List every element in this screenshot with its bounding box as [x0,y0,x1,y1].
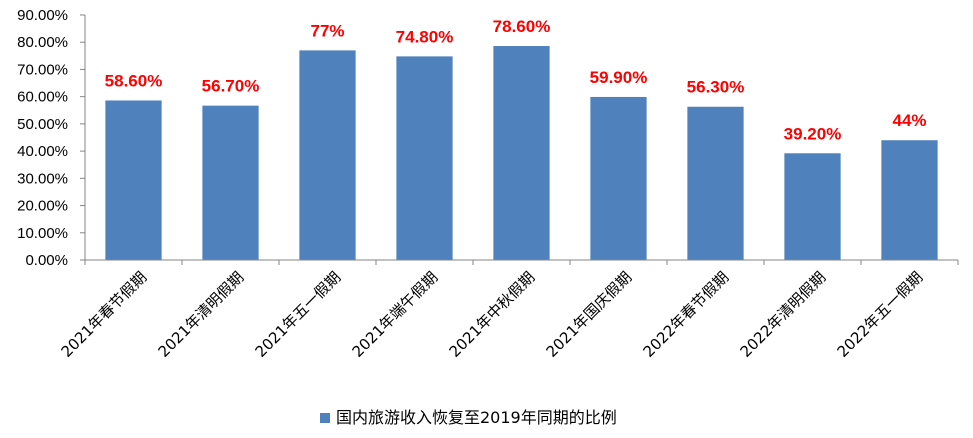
data-label: 58.60% [105,71,163,90]
legend-label: 国内旅游收入恢复至2019年同期的比例 [336,408,617,427]
bar [590,96,647,260]
x-tick-label: 2021年春节假期 [58,268,151,361]
y-axis: 0.00% 10.00% 20.00% 30.00% 40.00% 50.00% 60.00… [17,7,86,269]
bar [105,100,162,260]
x-tick-label: 2022年春节假期 [640,268,733,361]
data-label: 59.90% [590,68,648,87]
y-tick-label: 90.00% [17,7,68,24]
bar [202,105,259,261]
bar [396,56,453,260]
y-tick-label: 50.00% [17,116,68,133]
x-tick-label: 2021年国庆假期 [543,268,636,361]
data-label: 56.30% [687,78,745,97]
data-label: 44% [892,111,926,130]
data-label: 56.70% [202,77,260,96]
bar [493,46,550,261]
x-tick-label: 2022年清明假期 [737,268,830,361]
bar [784,153,841,260]
data-label: 78.60% [493,17,551,36]
bar [299,50,356,261]
legend-swatch [320,413,330,423]
y-tick-label: 60.00% [17,89,68,106]
data-label: 39.20% [784,124,842,143]
bar [687,106,744,260]
data-label: 74.80% [396,27,454,46]
bars [105,46,938,261]
y-tick-label: 80.00% [17,34,68,51]
data-label: 77% [310,21,344,40]
x-axis: 2021年春节假期 2021年清明假期 2021年五一假期 2021年端午假期 2021… [58,259,959,361]
bar [881,140,938,260]
x-tick-label: 2021年中秋假期 [446,268,539,361]
data-labels: 58.60% 56.70% 77% 74.80% 78.60% 59.90% 56.30% 3… [105,17,927,143]
y-tick-label: 70.00% [17,61,68,78]
x-tick-label: 2021年五一假期 [252,268,345,361]
y-tick-label: 0.00% [25,252,68,269]
x-tick-label: 2022年五一假期 [834,268,927,361]
y-tick-label: 40.00% [17,143,68,160]
y-tick-label: 10.00% [17,225,68,242]
y-tick-label: 30.00% [17,170,68,187]
x-tick-label: 2021年端午假期 [349,268,442,361]
y-tick-label: 20.00% [17,198,68,215]
legend: 国内旅游收入恢复至2019年同期的比例 [320,408,617,427]
x-tick-label: 2021年清明假期 [155,268,248,361]
